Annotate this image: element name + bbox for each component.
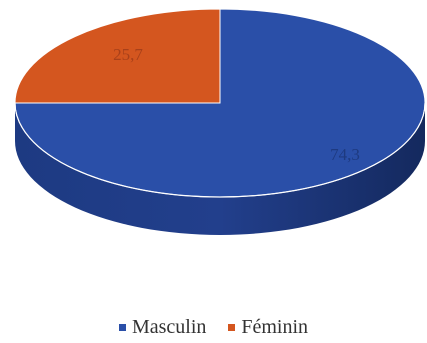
data-label-feminin: 25,7 bbox=[113, 45, 143, 64]
legend-label-masculin: Masculin bbox=[131, 316, 207, 338]
pie-rim bbox=[14, 102, 426, 198]
legend-label-feminin: Féminin bbox=[241, 316, 309, 338]
legend-item-masculin: Masculin bbox=[118, 316, 207, 339]
legend-swatch-feminin bbox=[228, 324, 236, 331]
pie-side bbox=[15, 103, 425, 235]
legend-item-feminin: Féminin bbox=[228, 316, 308, 339]
pie-slice-feminin bbox=[14, 8, 221, 104]
legend: Masculin Féminin bbox=[0, 316, 427, 339]
data-label-masculin: 74,3 bbox=[330, 145, 360, 164]
legend-swatch-masculin bbox=[118, 324, 126, 331]
